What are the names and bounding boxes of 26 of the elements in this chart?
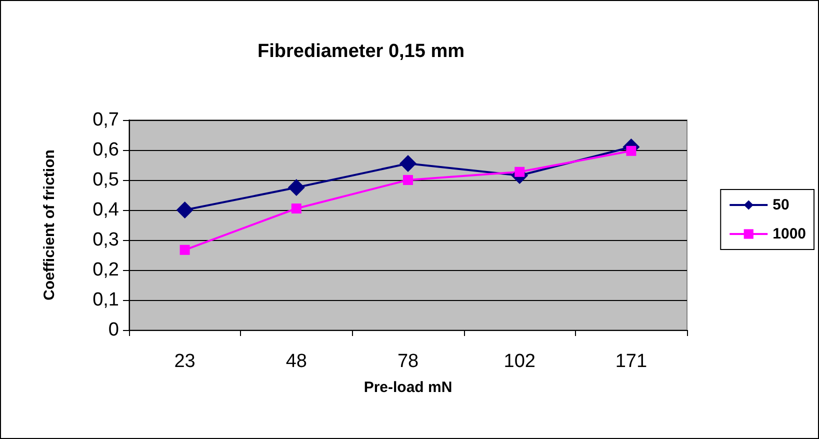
y-tick-label: 0 <box>108 320 119 340</box>
point <box>180 244 190 255</box>
x-tick-label: 23 <box>174 351 196 372</box>
point <box>400 155 416 172</box>
y-tick-label: 0,1 <box>92 290 119 310</box>
y-tick-label: 0,4 <box>92 200 120 220</box>
y-tick-label: 0,7 <box>92 110 119 130</box>
point <box>288 179 305 196</box>
x-tick-label: 171 <box>615 351 648 372</box>
y-tick-label: 0,2 <box>92 260 119 280</box>
y-tick-label: 0,3 <box>92 230 119 250</box>
x-tick-label: 102 <box>504 351 536 372</box>
x-tick-label: 48 <box>286 351 307 372</box>
x-axis-title: Pre-load mN <box>364 379 452 396</box>
point <box>403 175 413 185</box>
point <box>291 204 302 214</box>
y-tick-label: 0,5 <box>92 170 119 190</box>
point <box>514 166 525 177</box>
y-tick-label: 0,6 <box>92 140 119 160</box>
point <box>176 202 194 218</box>
chart-title: Fibrediameter 0,15 mm <box>258 41 464 62</box>
x-tick-label: 78 <box>397 351 419 372</box>
point <box>626 146 636 156</box>
y-axis-title: Coefficient of friction <box>41 150 58 300</box>
legend-label: 1000 <box>772 226 806 242</box>
legend-label: 50 <box>772 196 790 214</box>
